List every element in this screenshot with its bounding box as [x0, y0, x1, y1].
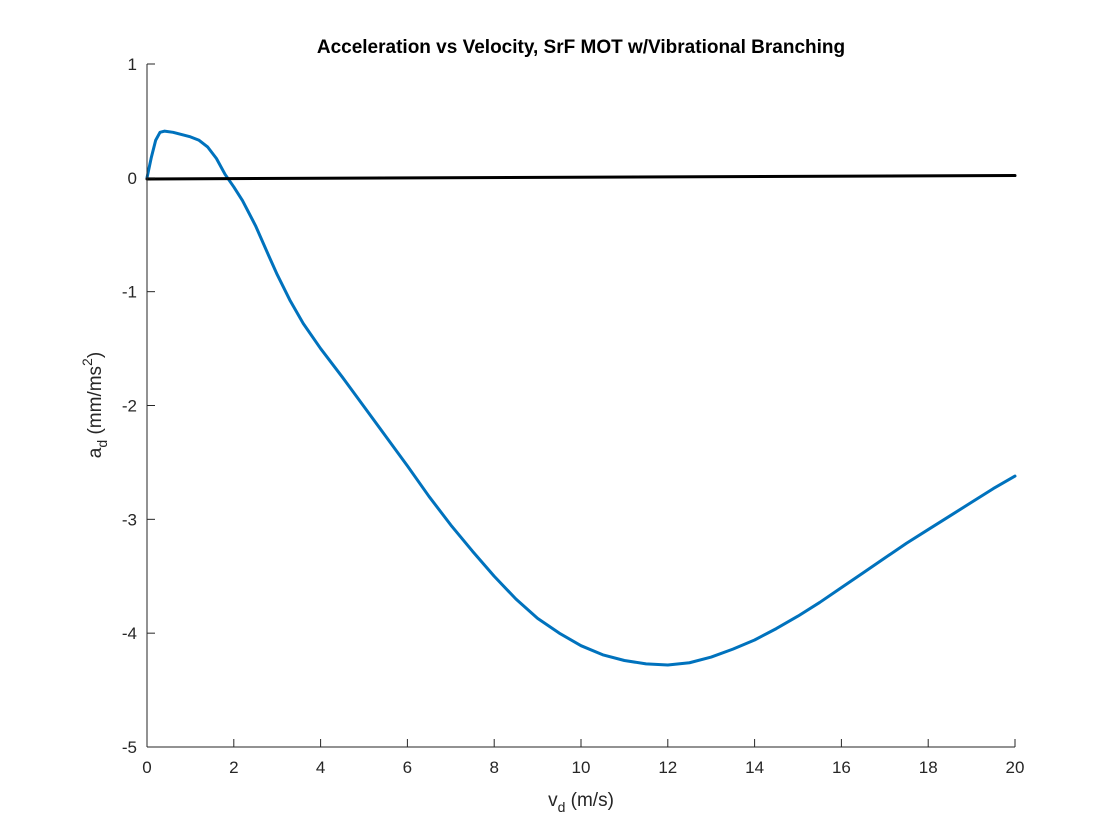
x-tick-label: 18: [919, 758, 938, 777]
y-tick-label: -3: [122, 510, 137, 529]
x-ticks: 0 2 4 6 8 10 12 14 16 18 20: [142, 739, 1024, 777]
series-line-1: [145, 129, 1017, 667]
y-ticks: -5 -4 -3 -2 -1 0 1: [122, 55, 155, 757]
x-tick-label: 4: [316, 758, 325, 777]
x-tick-label: 14: [745, 758, 764, 777]
x-tick-label: 10: [572, 758, 591, 777]
y-axis-title-sup: 2: [79, 358, 95, 366]
x-tick-label: 6: [403, 758, 412, 777]
x-tick-label: 2: [229, 758, 238, 777]
x-axis-title-sub: d: [558, 799, 566, 815]
chart-title: Acceleration vs Velocity, SrF MOT w/Vibr…: [317, 37, 845, 58]
series-layer: [145, 129, 1017, 667]
series-line-2: [145, 174, 1017, 181]
y-axis-title-close: ): [85, 352, 106, 358]
y-tick-label: 0: [128, 169, 137, 188]
x-tick-label: 8: [489, 758, 498, 777]
y-tick-label: -4: [122, 624, 137, 643]
y-axis-title-sub: d: [94, 440, 110, 448]
y-tick-label: -2: [122, 397, 137, 416]
x-axis-title-main: v: [548, 790, 558, 811]
x-tick-label: 12: [658, 758, 677, 777]
y-tick-label: -1: [122, 283, 137, 302]
y-tick-label: 1: [128, 55, 137, 74]
x-axis-title: vd (m/s): [548, 790, 614, 815]
y-axis-title: ad (mm/ms2): [79, 352, 110, 458]
x-axis-title-rest: (m/s): [565, 790, 614, 811]
x-tick-label: 16: [832, 758, 851, 777]
y-axis-title-rest: (mm/ms: [85, 366, 106, 440]
x-tick-label: 20: [1006, 758, 1025, 777]
y-axis-title-main: a: [85, 447, 106, 458]
x-tick-label: 0: [142, 758, 151, 777]
y-tick-label: -5: [122, 738, 137, 757]
axes: 0 2 4 6 8 10 12 14 16 18 20 -5 -4 -3 -2 -1 0 1: [122, 55, 1025, 777]
